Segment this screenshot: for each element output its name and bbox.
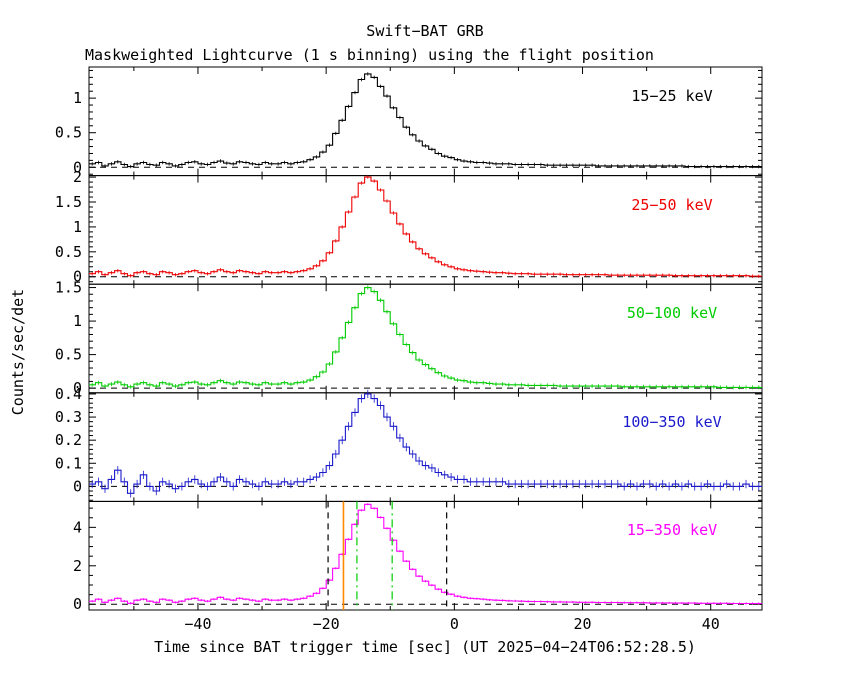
y-axis-label: Counts/sec/det <box>9 288 27 416</box>
panel-2: 0 0.5 1 1.5 2 <box>55 168 763 286</box>
y-tick-label: 1.5 <box>55 279 82 297</box>
error-bars <box>91 503 760 605</box>
y-tick-label: 0.2 <box>55 431 82 449</box>
x-tick-label: 0 <box>450 615 459 633</box>
y-tick-label: 0.5 <box>55 124 82 142</box>
y-tick-label: 4 <box>73 518 82 536</box>
error-bars <box>91 389 760 498</box>
y-tick-label: 0.5 <box>55 346 82 364</box>
energy-band-label-25-50: 25−50 keV <box>631 195 713 214</box>
y-tick-label: 0.5 <box>55 243 82 261</box>
lightcurve-series <box>89 176 762 277</box>
panel-1: 00.51 <box>55 66 763 176</box>
panel-3: 0 0.5 1 1.5 <box>55 279 763 397</box>
lightcurve-series <box>89 73 762 168</box>
y-tick-label: 0 <box>73 477 82 495</box>
error-bars <box>91 175 760 278</box>
y-tick-label: 1.5 <box>55 193 82 211</box>
error-bars <box>91 285 760 390</box>
energy-band-label-50-100: 50−100 keV <box>626 304 718 323</box>
x-axis-label: Time since BAT trigger time [sec] (UT 20… <box>154 638 696 656</box>
y-tick-label: 0.3 <box>55 408 82 426</box>
y-tick-label: 1 <box>73 312 82 330</box>
x-tick-label: 40 <box>702 615 720 633</box>
y-tick-label: 0 <box>73 595 82 613</box>
x-tick-label: −20 <box>313 615 340 633</box>
y-tick-label: 1 <box>73 89 82 107</box>
x-tick-label: 20 <box>574 615 592 633</box>
y-tick-label: 0 <box>73 379 82 397</box>
y-tick-label: 2 <box>73 168 82 186</box>
y-tick-label: 0.1 <box>55 454 82 472</box>
error-bars <box>91 72 760 169</box>
y-tick-label: 2 <box>73 557 82 575</box>
y-tick-label: 0 <box>73 268 82 286</box>
energy-band-label-15-25: 15−25 keV <box>631 87 713 105</box>
plot-title: Swift−BAT GRB <box>366 22 484 40</box>
lightcurve-series <box>89 287 762 388</box>
lightcurve-series <box>89 503 762 605</box>
x-tick-label: −40 <box>184 615 211 633</box>
panel-4: 0 0.1 0.2 0.3 0.4 <box>55 385 763 502</box>
lightcurve-series <box>89 393 762 494</box>
panel-5: 0 2 4 <box>73 500 763 613</box>
y-tick-label: 0.4 <box>55 385 82 403</box>
y-tick-label: 0 <box>73 158 82 176</box>
energy-band-label-100-350: 100−350 keV <box>622 412 722 431</box>
plot-subtitle: Maskweighted Lightcurve (1 s binning) us… <box>85 46 654 64</box>
energy-band-label-15-350: 15−350 keV <box>626 521 718 540</box>
y-tick-label: 1 <box>73 218 82 236</box>
